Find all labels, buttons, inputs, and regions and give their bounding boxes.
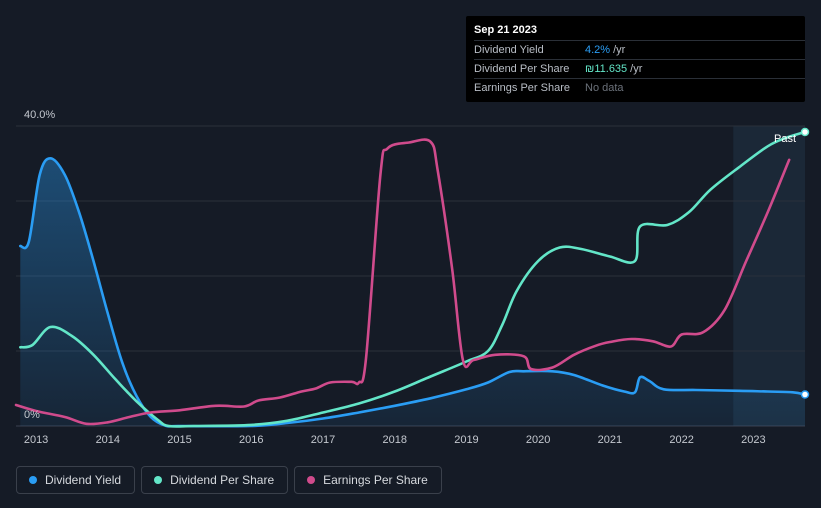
yield-end-marker <box>800 390 810 399</box>
legend-item-dividend-per-share[interactable]: Dividend Per Share <box>141 466 289 494</box>
tooltip-label: Dividend Per Share <box>474 63 570 75</box>
legend-label: Earnings Per Share <box>323 473 428 487</box>
x-tick-label: 2019 <box>454 434 478 446</box>
tooltip-value: No data <box>585 82 624 94</box>
tooltip-value: ₪11.635 <box>585 63 628 75</box>
legend-item-dividend-yield[interactable]: Dividend Yield <box>16 466 136 494</box>
x-tick-label: 2015 <box>167 434 191 446</box>
legend-item-earnings-per-share[interactable]: Earnings Per Share <box>294 466 442 494</box>
tooltip-value: 4.2% <box>585 44 611 56</box>
tooltip-row-dividend-per-share: Dividend Per Share ₪11.635 /yr <box>474 59 805 78</box>
legend: Dividend Yield Dividend Per Share Earnin… <box>16 466 442 494</box>
x-tick-label: 2014 <box>96 434 120 446</box>
tooltip-row-earnings-per-share: Earnings Per Share No data <box>474 78 805 97</box>
tick-labels: 2013 2014 2015 2016 2017 2018 2019 2020 2021 2022… <box>24 109 766 446</box>
tooltip-unit: /yr <box>613 44 626 56</box>
tooltip-row-dividend-yield: Dividend Yield 4.2% /yr <box>474 40 805 59</box>
x-tick-label: 2017 <box>311 434 335 446</box>
x-tick-label: 2021 <box>598 434 622 446</box>
x-tick-label: 2018 <box>382 434 406 446</box>
x-tick-label: 2013 <box>24 434 48 446</box>
x-tick-label: 2023 <box>741 434 765 446</box>
line-layer <box>14 130 807 428</box>
past-label: Past <box>774 133 796 145</box>
dividend-yield-area <box>20 158 806 427</box>
tooltip-date: Sep 21 2023 <box>474 24 537 36</box>
dps-end-marker <box>800 127 810 137</box>
x-tick-label: 2020 <box>526 434 550 446</box>
earnings-per-share-line <box>14 138 791 426</box>
legend-label: Dividend Per Share <box>170 473 275 487</box>
tooltip: Sep 21 2023 Dividend Yield 4.2% /yr Divi… <box>466 16 805 102</box>
tooltip-label: Dividend Yield <box>474 44 544 56</box>
tooltip-label: Earnings Per Share <box>474 82 570 94</box>
dot-icon <box>29 476 37 484</box>
x-tick-label: 2022 <box>669 434 693 446</box>
dividend-yield-line <box>19 157 807 428</box>
tooltip-unit: /yr <box>630 63 643 75</box>
legend-label: Dividend Yield <box>45 473 122 487</box>
dot-icon <box>154 476 163 484</box>
dividend-per-share-line <box>19 130 807 428</box>
y-tick-label: 0% <box>24 409 40 421</box>
grid-lines <box>16 125 805 427</box>
dot-icon <box>307 476 316 484</box>
area-layer <box>20 158 806 427</box>
y-tick-label: 40.0% <box>24 109 55 121</box>
x-tick-label: 2016 <box>239 434 263 446</box>
